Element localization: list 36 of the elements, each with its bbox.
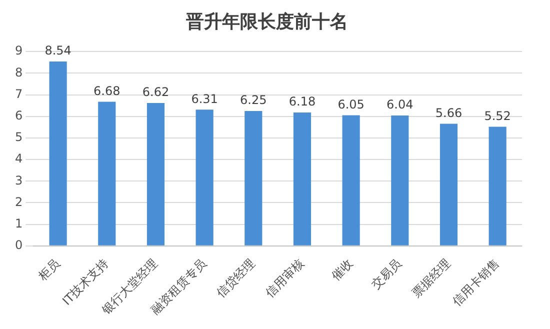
x-tick-label: 催收 bbox=[328, 256, 356, 284]
data-label: 6.05 bbox=[338, 97, 364, 112]
y-tick-label: 4 bbox=[14, 152, 23, 166]
data-label: 6.18 bbox=[288, 94, 316, 109]
y-tick-label: 1 bbox=[14, 216, 23, 230]
bar bbox=[146, 102, 165, 246]
y-tick-label: 2 bbox=[14, 194, 23, 209]
y-tick-label: 7 bbox=[14, 86, 23, 101]
y-tick-label: 0 bbox=[14, 238, 23, 252]
bar bbox=[440, 124, 458, 246]
bar bbox=[196, 110, 214, 246]
bar bbox=[49, 62, 67, 246]
x-tick-label: 信用审核 bbox=[262, 256, 307, 300]
chart-title: 晋升年限长度前十名 bbox=[185, 11, 348, 32]
data-label: 6.25 bbox=[240, 93, 267, 108]
bar bbox=[488, 126, 506, 246]
bar bbox=[98, 102, 116, 246]
data-label: 6.31 bbox=[191, 92, 218, 106]
bar bbox=[244, 110, 262, 246]
y-tick-label: 6 bbox=[14, 108, 23, 122]
y-tick-label: 8 bbox=[14, 65, 23, 80]
bar bbox=[293, 112, 312, 246]
data-label: 6.62 bbox=[142, 85, 170, 100]
data-label: 6.68 bbox=[94, 84, 120, 98]
data-label: 5.66 bbox=[435, 106, 462, 120]
data-label: 6.04 bbox=[386, 98, 414, 112]
x-tick-label: 信贷经理 bbox=[214, 256, 258, 300]
y-tick-label: 3 bbox=[14, 173, 23, 188]
y-tick-label: 5 bbox=[14, 130, 23, 144]
x-tick-label: 交易员 bbox=[368, 256, 404, 292]
bar bbox=[342, 115, 360, 246]
data-label: 5.52 bbox=[484, 108, 511, 123]
x-tick-label: 柜员 bbox=[34, 256, 62, 284]
data-label: 8.54 bbox=[44, 44, 72, 58]
bar bbox=[391, 116, 409, 246]
y-tick-label: 9 bbox=[14, 44, 23, 58]
